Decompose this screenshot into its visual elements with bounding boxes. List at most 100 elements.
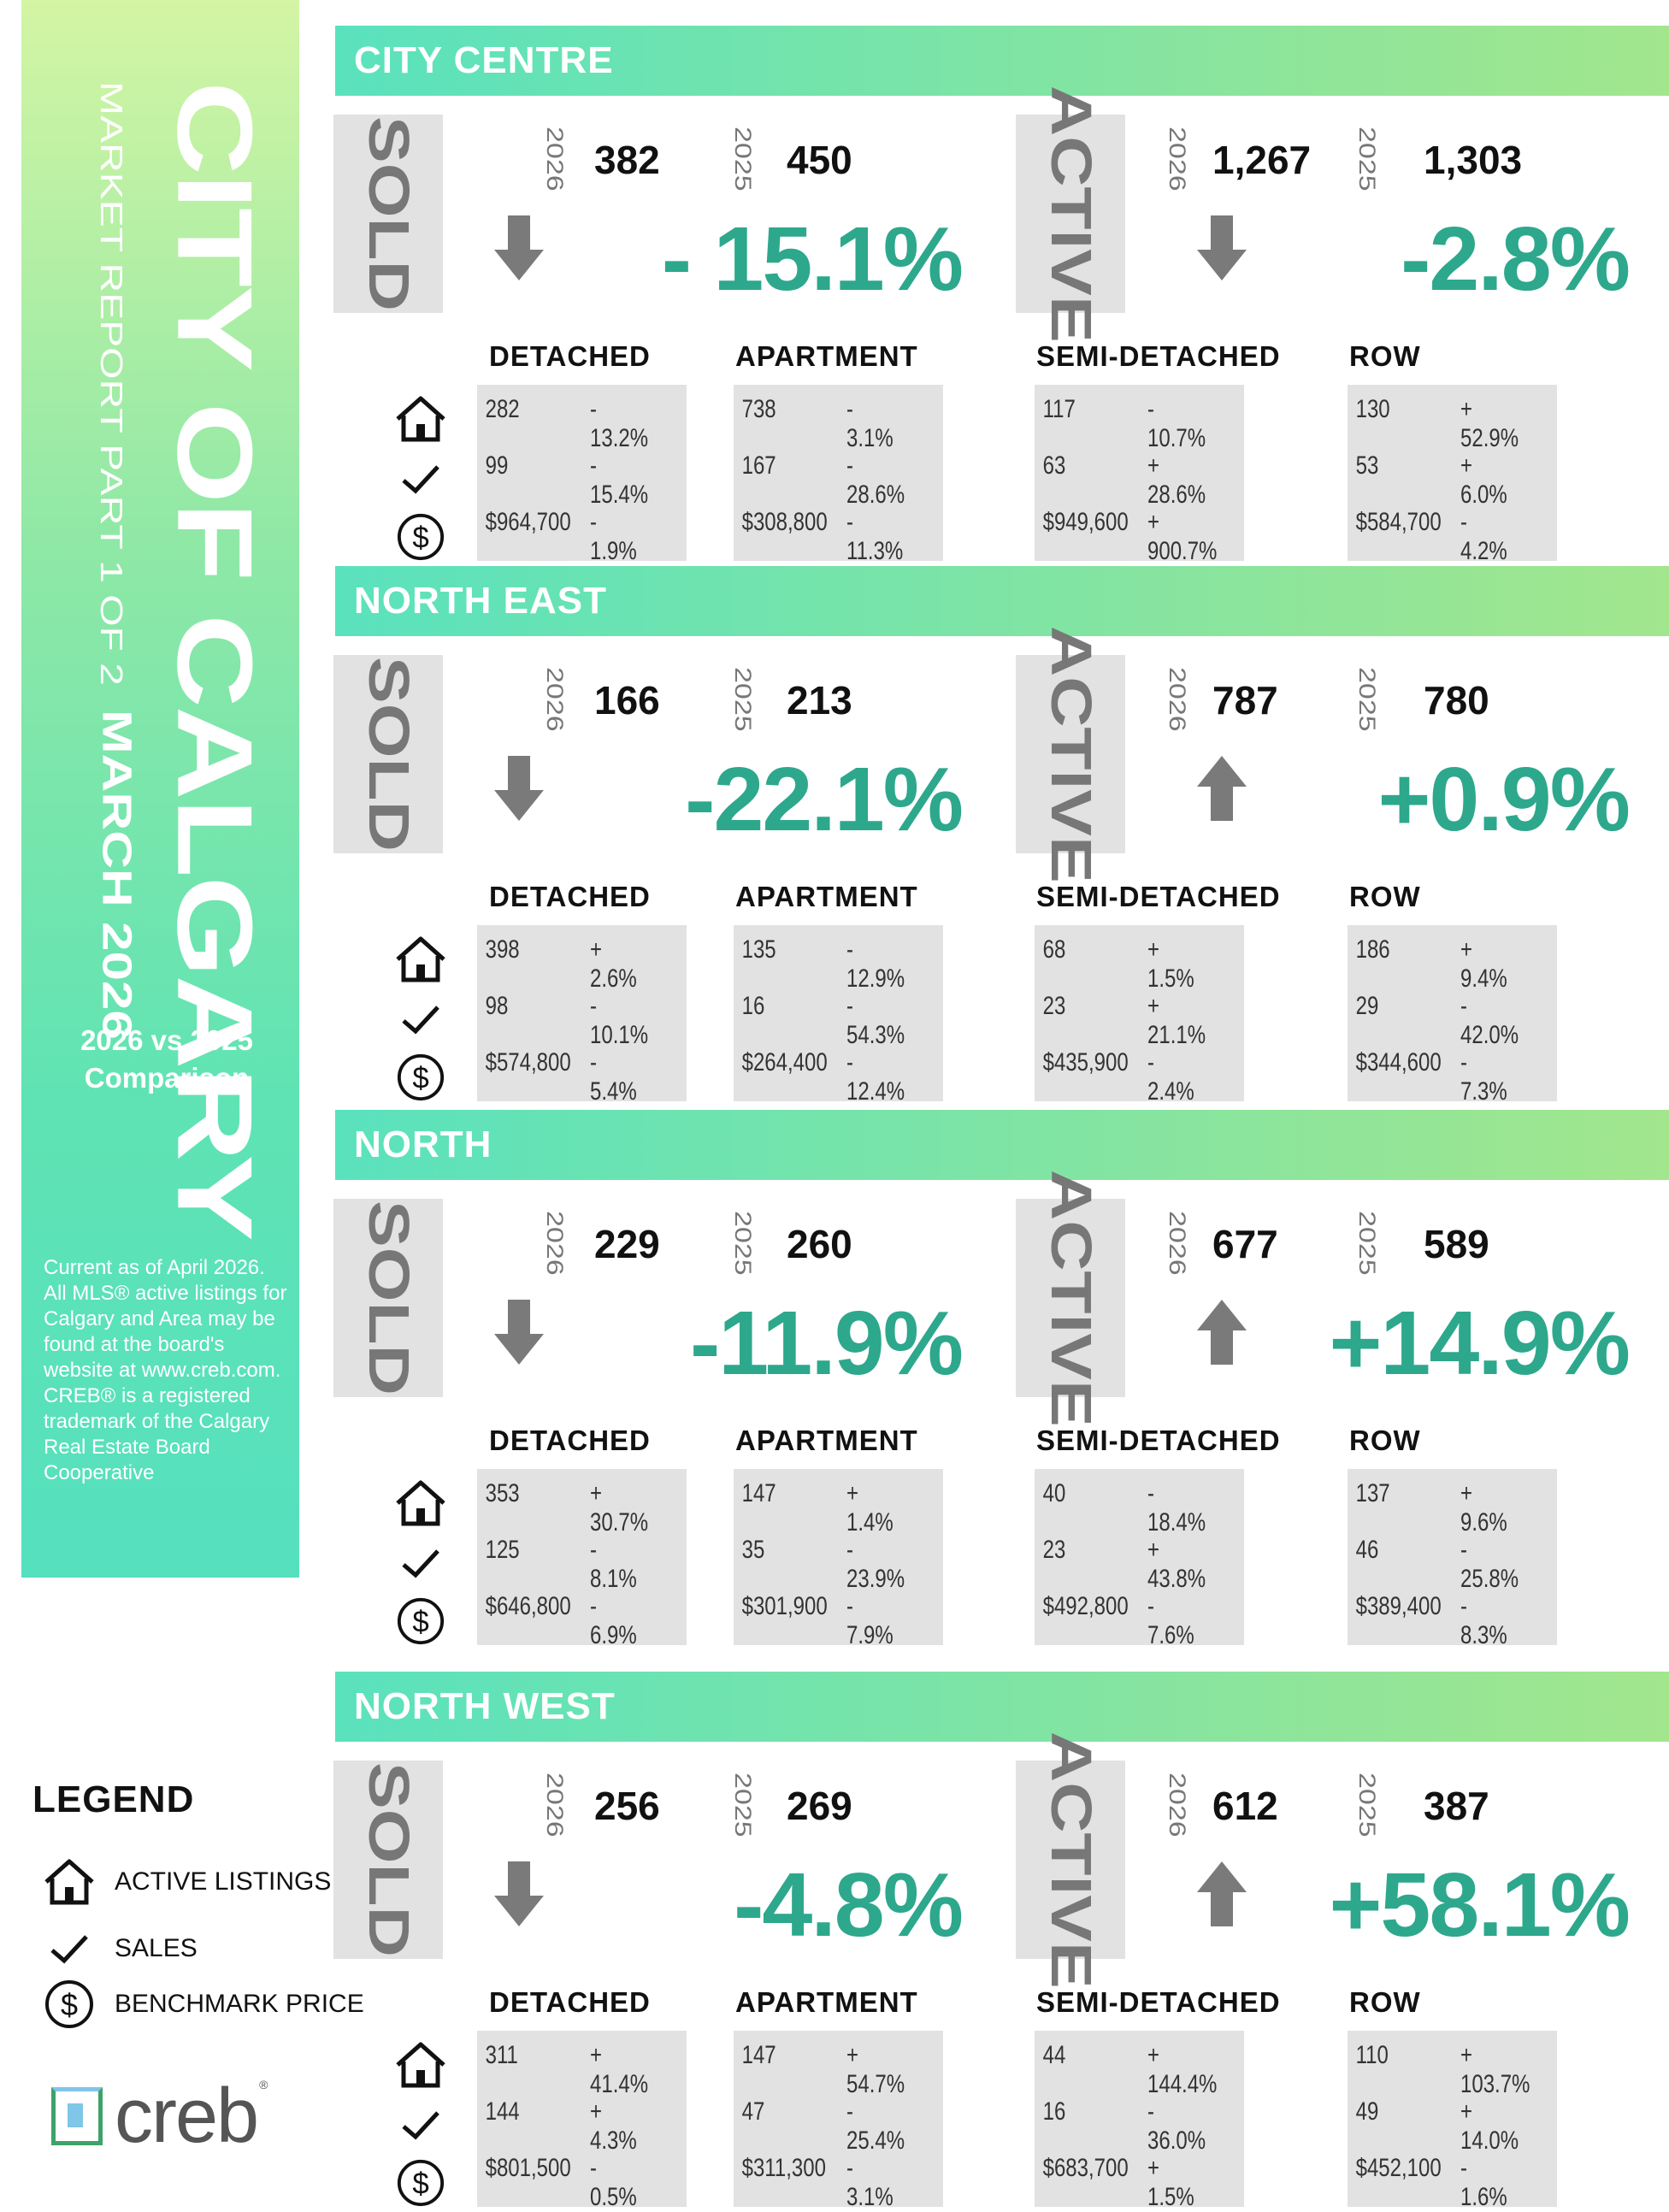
stats-row-listings: 135 - 12.9%	[734, 935, 905, 993]
sold-year-current: 2026	[541, 1211, 569, 1276]
sales-value: 35	[741, 1536, 765, 1564]
sold-label-box: SOLD	[333, 655, 443, 853]
type-header-detached: DETACHED	[489, 1425, 651, 1456]
price-value: $584,700	[1355, 508, 1442, 536]
listings-change: - 18.4%	[1147, 1479, 1206, 1537]
stats-row-listings: 738 - 3.1%	[734, 395, 901, 452]
sales-value: 29	[1355, 992, 1379, 1020]
listings-change: + 144.4%	[1147, 2041, 1218, 2098]
price-change: - 3.1%	[846, 2154, 893, 2211]
listings-change: + 103.7%	[1460, 2041, 1530, 2098]
listings-change: + 9.4%	[1460, 935, 1507, 993]
stats-box-detached: 398 + 2.6% 98 - 10.1% $574,800 - 5.4%	[477, 925, 687, 1106]
sold-label: SOLD	[357, 116, 421, 311]
region-header: NORTH WEST	[335, 1672, 1669, 1742]
region-header: NORTH EAST	[335, 566, 1669, 636]
active-year-current: 2026	[1164, 667, 1191, 732]
active-change-percent: +58.1%	[1329, 1855, 1631, 1955]
stats-row-listings: 117 - 10.7%	[1035, 395, 1206, 452]
type-header-semi-detached: SEMI-DETACHED	[1036, 881, 1281, 912]
sales-value: 144	[485, 2097, 520, 2126]
sold-count-current: 256	[594, 1784, 660, 1828]
region-north: NORTH SOLD 2026 229 2025 260 -11.9% ACTIVE 2026 6…	[0, 1110, 1669, 1649]
listings-value: 110	[1355, 2041, 1389, 2069]
stats-box-semi-detached: 117 - 10.7% 63 + 28.6% $949,600 + 900.7%	[1035, 385, 1244, 565]
svg-text:$: $	[412, 1062, 428, 1095]
sold-change-percent: -11.9%	[689, 1293, 964, 1394]
legend-label: BENCHMARK PRICE	[115, 1990, 364, 2018]
sales-value: 46	[1355, 1536, 1379, 1564]
active-count-previous: 1,303	[1424, 138, 1523, 182]
region-name: CITY CENTRE	[354, 39, 614, 81]
active-label: ACTIVE	[1039, 625, 1103, 883]
active-change-percent: +0.9%	[1377, 749, 1631, 850]
stats-row-price: $452,100 - 1.6%	[1348, 2154, 1515, 2211]
stats-row-price: $683,700 + 1.5%	[1035, 2154, 1202, 2211]
svg-text:$: $	[412, 1606, 428, 1639]
house-icon	[392, 935, 450, 983]
sold-count-current: 229	[594, 1222, 660, 1266]
price-change: - 11.3%	[846, 508, 904, 565]
sold-change-percent: - 15.1%	[661, 209, 964, 310]
stats-row-sales: 144 + 4.3%	[477, 2097, 645, 2155]
price-value: $683,700	[1042, 2154, 1129, 2182]
listings-change: + 1.4%	[846, 1479, 893, 1537]
active-count-previous: 780	[1424, 678, 1489, 723]
listings-value: 117	[1042, 395, 1076, 423]
price-value: $801,500	[485, 2154, 571, 2182]
active-arrow-up-icon	[1195, 754, 1248, 827]
active-label-box: ACTIVE	[1016, 1170, 1125, 1426]
stats-row-price: $646,800 - 6.9%	[477, 1592, 645, 1649]
listings-value: 68	[1042, 935, 1066, 964]
price-value: $492,800	[1042, 1592, 1129, 1620]
dollar-icon: $	[392, 513, 450, 561]
listings-value: 186	[1355, 935, 1390, 964]
active-change-percent: -2.8%	[1401, 209, 1631, 310]
sales-value: 23	[1042, 992, 1066, 1020]
sold-change-percent: -22.1%	[685, 749, 964, 850]
stats-row-listings: 137 + 9.6%	[1348, 1479, 1515, 1537]
sales-change: - 10.1%	[590, 992, 649, 1049]
stats-row-price: $574,800 - 5.4%	[477, 1048, 645, 1106]
stats-row-price: $308,800 - 11.3%	[734, 508, 904, 565]
price-change: - 0.5%	[590, 2154, 637, 2211]
stats-box-semi-detached: 68 + 1.5% 23 + 21.1% $435,900 - 2.4%	[1035, 925, 1244, 1106]
stats-row-sales: 35 - 23.9%	[734, 1536, 905, 1593]
listings-change: - 13.2%	[590, 395, 649, 452]
listings-value: 353	[485, 1479, 520, 1507]
listings-change: + 30.7%	[590, 1479, 649, 1537]
sold-year-previous: 2025	[729, 1211, 757, 1276]
report-title: CITY OF CALGARY	[155, 81, 274, 1240]
type-header-row: ROW	[1349, 881, 1421, 912]
type-header-detached: DETACHED	[489, 1986, 651, 2018]
dollar-icon: $	[41, 1979, 97, 2029]
price-value: $301,900	[741, 1592, 828, 1620]
sold-year-current: 2026	[541, 1773, 569, 1837]
stats-row-price: $964,700 - 1.9%	[477, 508, 645, 565]
sidebar-banner: CITY OF CALGARY MARKET REPORT PART 1 OF …	[21, 0, 299, 1578]
region-north-east: NORTH EAST SOLD 2026 166 2025 213 -22.1% ACTIVE…	[0, 566, 1669, 1106]
listings-change: + 2.6%	[590, 935, 637, 993]
stats-row-listings: 147 + 1.4%	[734, 1479, 901, 1537]
price-change: - 6.9%	[590, 1592, 637, 1649]
sold-label: SOLD	[357, 1762, 421, 1957]
comparison-line-1: 2026 vs 2025	[80, 1024, 253, 1056]
price-value: $435,900	[1042, 1048, 1129, 1077]
stats-box-semi-detached: 44 + 144.4% 16 - 36.0% $683,700 + 1.5%	[1035, 2031, 1244, 2211]
listings-value: 147	[741, 1479, 776, 1507]
listings-value: 40	[1042, 1479, 1066, 1507]
stats-row-sales: 47 - 25.4%	[734, 2097, 905, 2155]
listings-value: 135	[741, 935, 776, 964]
sold-count-previous: 269	[787, 1784, 852, 1828]
active-arrow-down-icon	[1195, 214, 1248, 286]
sold-count-current: 166	[594, 678, 660, 723]
stats-row-sales: 53 + 6.0%	[1348, 451, 1515, 509]
listings-value: 44	[1042, 2041, 1066, 2069]
price-change: + 900.7%	[1147, 508, 1218, 565]
legend-item-sales: SALES	[41, 1924, 198, 1973]
stats-row-price: $311,300 - 3.1%	[734, 2154, 901, 2211]
sales-value: 167	[741, 451, 776, 480]
type-header-detached: DETACHED	[489, 340, 651, 372]
listings-change: + 1.5%	[1147, 935, 1194, 993]
sold-label: SOLD	[357, 1200, 421, 1395]
